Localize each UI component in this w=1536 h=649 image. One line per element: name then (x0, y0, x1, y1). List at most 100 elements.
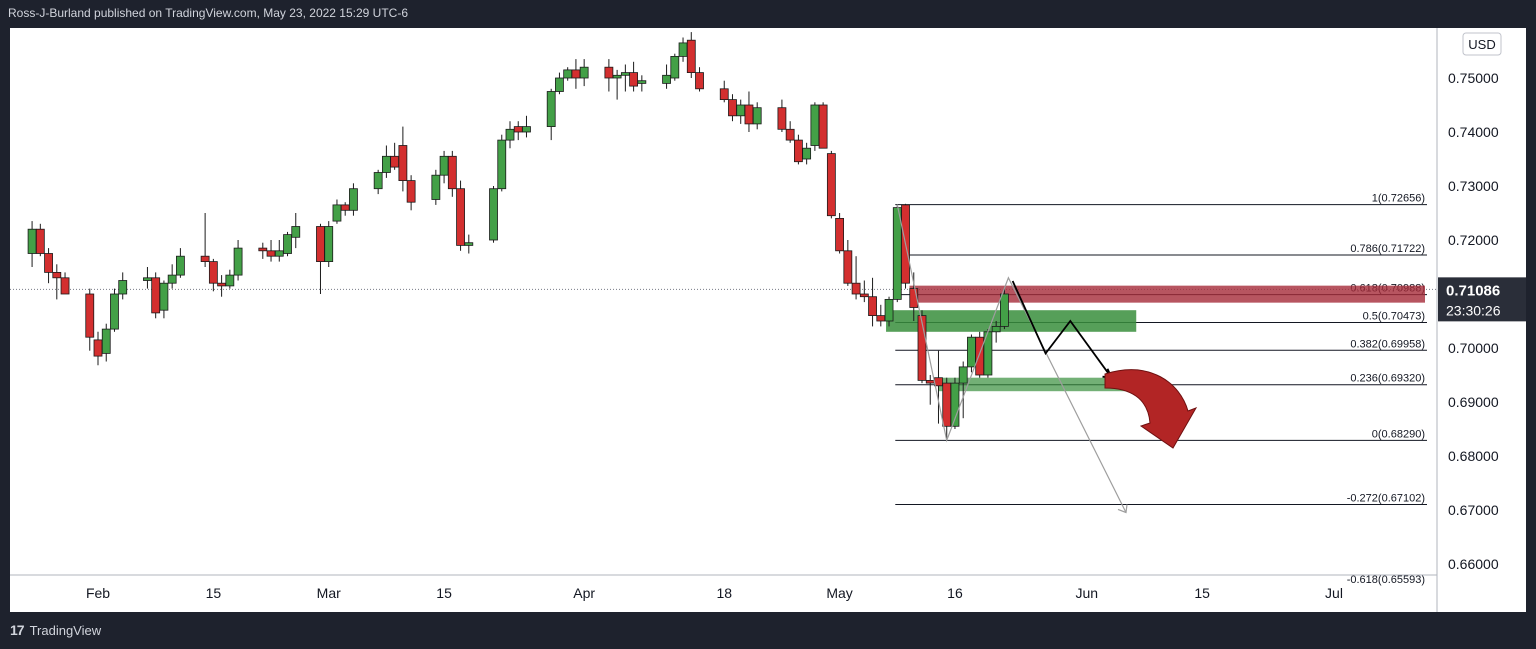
publish-info: Ross-J-Burland published on TradingView.… (8, 6, 408, 20)
price-axis-tick: 0.72000 (1448, 232, 1499, 248)
candle-bearish (695, 72, 704, 90)
time-axis-tick: Apr (573, 585, 595, 601)
fib-level-label: 0.382(0.69958) (1350, 338, 1425, 350)
last-price-tag (1438, 277, 1526, 322)
time-axis-tick: 16 (947, 585, 963, 601)
candle-bullish (563, 69, 573, 79)
candle-bearish (258, 247, 268, 252)
candle-bearish (851, 282, 861, 295)
candle-bullish (143, 277, 152, 281)
candle-bullish (175, 255, 185, 276)
fib-level-label: -0.618(0.65593) (1347, 574, 1425, 586)
candle-bullish (159, 282, 169, 311)
candle-bearish (686, 39, 696, 74)
fib-level-label: 1(0.72656) (1372, 193, 1425, 205)
price-axis-tick: 0.67000 (1448, 502, 1499, 518)
candle-bullish (546, 91, 556, 127)
time-axis-tick: 15 (206, 585, 222, 601)
candle-bullish (736, 104, 746, 117)
candle-bearish (266, 250, 276, 257)
candle-bearish (868, 296, 877, 317)
candle-bearish (629, 72, 638, 87)
candle-bullish (967, 336, 976, 368)
candle-bearish (909, 288, 919, 308)
candlestick-chart[interactable]: 1(0.72656)0.786(0.71722)0.618(0.70988)0.… (10, 28, 1526, 612)
footer-brand-name: TradingView (29, 622, 102, 638)
candle-bearish (398, 145, 408, 181)
fib-level-label: -0.272(0.67102) (1347, 492, 1425, 504)
time-axis-tick: Jul (1325, 585, 1343, 601)
candle-bearish (794, 139, 803, 163)
candle-bearish (975, 336, 985, 376)
candle-bearish (604, 66, 614, 79)
price-axis-tick: 0.75000 (1448, 70, 1499, 86)
candle-bullish (233, 247, 243, 276)
candle-bullish (505, 128, 515, 141)
support-zone-lower (938, 377, 1137, 392)
candle-bearish (513, 126, 523, 133)
resistance-zone (909, 285, 1425, 303)
candle-bullish (283, 234, 292, 254)
candle-bullish (118, 280, 128, 295)
candle-bearish (835, 217, 844, 252)
candle-bullish (291, 226, 301, 238)
candle-bullish (489, 188, 498, 241)
candle-bullish (678, 42, 688, 57)
candle-bullish (373, 172, 383, 190)
candle-bullish (637, 80, 647, 84)
candle-bearish (917, 315, 927, 381)
candle-bullish (439, 155, 449, 176)
chart-frame[interactable]: 1(0.72656)0.786(0.71722)0.618(0.70988)0.… (10, 28, 1526, 612)
candle-bullish (1000, 293, 1009, 327)
candle-bearish (859, 293, 869, 298)
candle-bullish (349, 188, 358, 211)
candle-bearish (217, 282, 227, 287)
projection-arrowhead (1117, 504, 1128, 514)
candle-bearish (571, 69, 581, 79)
fib-level-label: 0.786(0.71722) (1350, 243, 1425, 255)
candle-bearish (728, 99, 737, 117)
candle-bearish (406, 180, 416, 203)
candle-bearish (316, 226, 325, 262)
tradingview-logo-icon: 17 (10, 622, 25, 638)
candle-bullish (752, 107, 762, 125)
projection-path (896, 204, 1127, 513)
candle-bullish (892, 207, 902, 300)
time-axis-tick: Jun (1076, 585, 1099, 601)
candle-bearish (826, 153, 836, 217)
fib-level-label: 0.236(0.69320) (1350, 373, 1425, 385)
candle-bearish (744, 104, 754, 125)
price-axis-tick: 0.74000 (1448, 124, 1499, 140)
candle-bullish (522, 126, 531, 133)
candle-bullish (332, 204, 342, 222)
candle-bearish (390, 155, 400, 168)
candle-bearish (934, 377, 943, 387)
candle-bullish (991, 325, 1001, 333)
candle-bullish (110, 293, 119, 330)
price-axis-tick: 0.70000 (1448, 340, 1499, 356)
currency-badge (1462, 32, 1502, 56)
time-axis-tick: Feb (86, 585, 110, 601)
time-axis-tick: 15 (1194, 585, 1210, 601)
big-curved-arrow-icon (1104, 369, 1198, 449)
footer-brand: 17 TradingView (10, 622, 101, 638)
candle-bearish (151, 277, 161, 314)
candle-bullish (620, 72, 630, 76)
zigzag-path (1011, 280, 1113, 379)
price-axis-tick: 0.69000 (1448, 394, 1499, 410)
countdown-timer: 23:30:26 (1446, 302, 1501, 318)
candle-bearish (843, 250, 853, 284)
candle-bullish (950, 382, 960, 427)
candle-bearish (925, 379, 935, 384)
candle-bullish (27, 228, 37, 254)
price-axis-tick: 0.73000 (1448, 178, 1499, 194)
candle-bullish (381, 155, 391, 173)
candle-bearish (719, 88, 729, 100)
currency-label: USD (1468, 37, 1495, 52)
price-axis-tick: 0.66000 (1448, 556, 1499, 572)
time-axis-tick: 18 (716, 585, 732, 601)
candle-bearish (44, 253, 53, 273)
candle-bearish (942, 382, 952, 427)
candle-bullish (464, 242, 474, 246)
candle-bullish (324, 226, 334, 262)
